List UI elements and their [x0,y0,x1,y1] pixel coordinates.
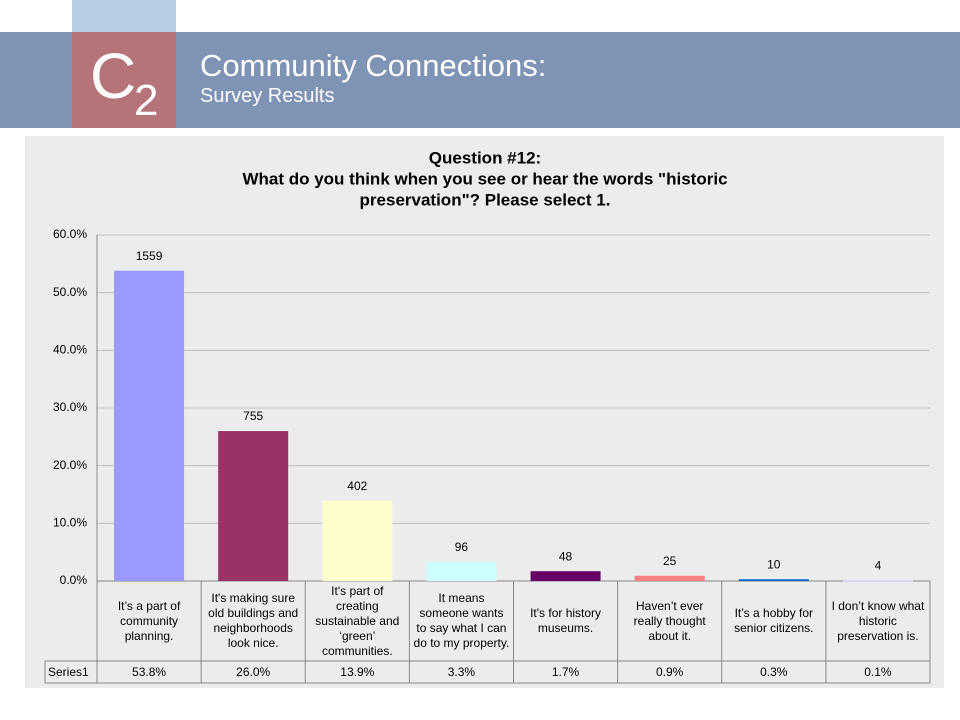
data-label: 755 [243,409,263,423]
y-tick-label: 40.0% [53,343,87,357]
x-tick-label: It's for history museums. [530,606,602,635]
table-value: 0.1% [864,664,892,679]
table-value: 53.8% [132,664,167,679]
chart-title: What do you think when you see or hear t… [242,169,727,188]
bar [738,579,809,581]
chart: Question #12: What do you think when you … [44,148,931,684]
data-label: 4 [875,559,882,573]
table-value: 0.9% [656,664,684,679]
table-value: 1.7% [551,664,580,679]
bar [322,500,393,581]
x-tick-label: Haven’t ever really thought about it. [633,598,706,643]
accent-bar [72,0,176,32]
chart-panel: Question #12: What do you think when you … [25,136,944,688]
data-label: 10 [767,557,781,571]
x-tick-label: It's making sure old buildings and neigh… [208,591,299,650]
x-tick-label: It's part of creating sustainable and ‘g… [315,583,400,658]
bar [634,575,705,581]
logo-letter: C [90,40,137,112]
table-value: 13.9% [340,664,375,679]
table-value: 3.3% [447,664,476,679]
logo: C 2 [72,32,176,128]
table-value: 26.0% [236,664,271,679]
bar [426,561,497,581]
data-label: 48 [559,549,573,563]
x-tick-label: It means someone wants to say what I can… [413,591,510,650]
data-label: 402 [347,479,367,493]
x-tick-label: I don’t know what historic preservation … [831,598,925,643]
y-tick-label: 50.0% [53,285,87,299]
y-tick-label: 10.0% [53,516,87,530]
x-tick-label: It’s a hobby for senior citizens. [734,606,814,635]
y-tick-label: 20.0% [53,458,87,472]
bar [218,431,289,581]
data-label: 1559 [136,249,163,263]
chart-title: preservation"? Please select 1. [360,190,611,209]
slide-title: Community Connections: [200,48,547,83]
bar [530,571,601,581]
bar [114,270,185,581]
series-name: Series1 [48,664,89,679]
slide-subtitle: Survey Results [200,85,335,107]
bar [842,580,913,582]
x-tick-label: It’s a part of community planning. [117,598,181,643]
y-tick-label: 60.0% [53,227,87,241]
y-tick-label: 0.0% [60,573,88,587]
data-label: 96 [455,540,469,554]
table-value: 0.3% [760,664,788,679]
logo-sub: 2 [134,76,159,125]
y-tick-label: 30.0% [53,400,87,414]
chart-title: Question #12: [429,148,541,167]
data-label: 25 [663,554,677,568]
